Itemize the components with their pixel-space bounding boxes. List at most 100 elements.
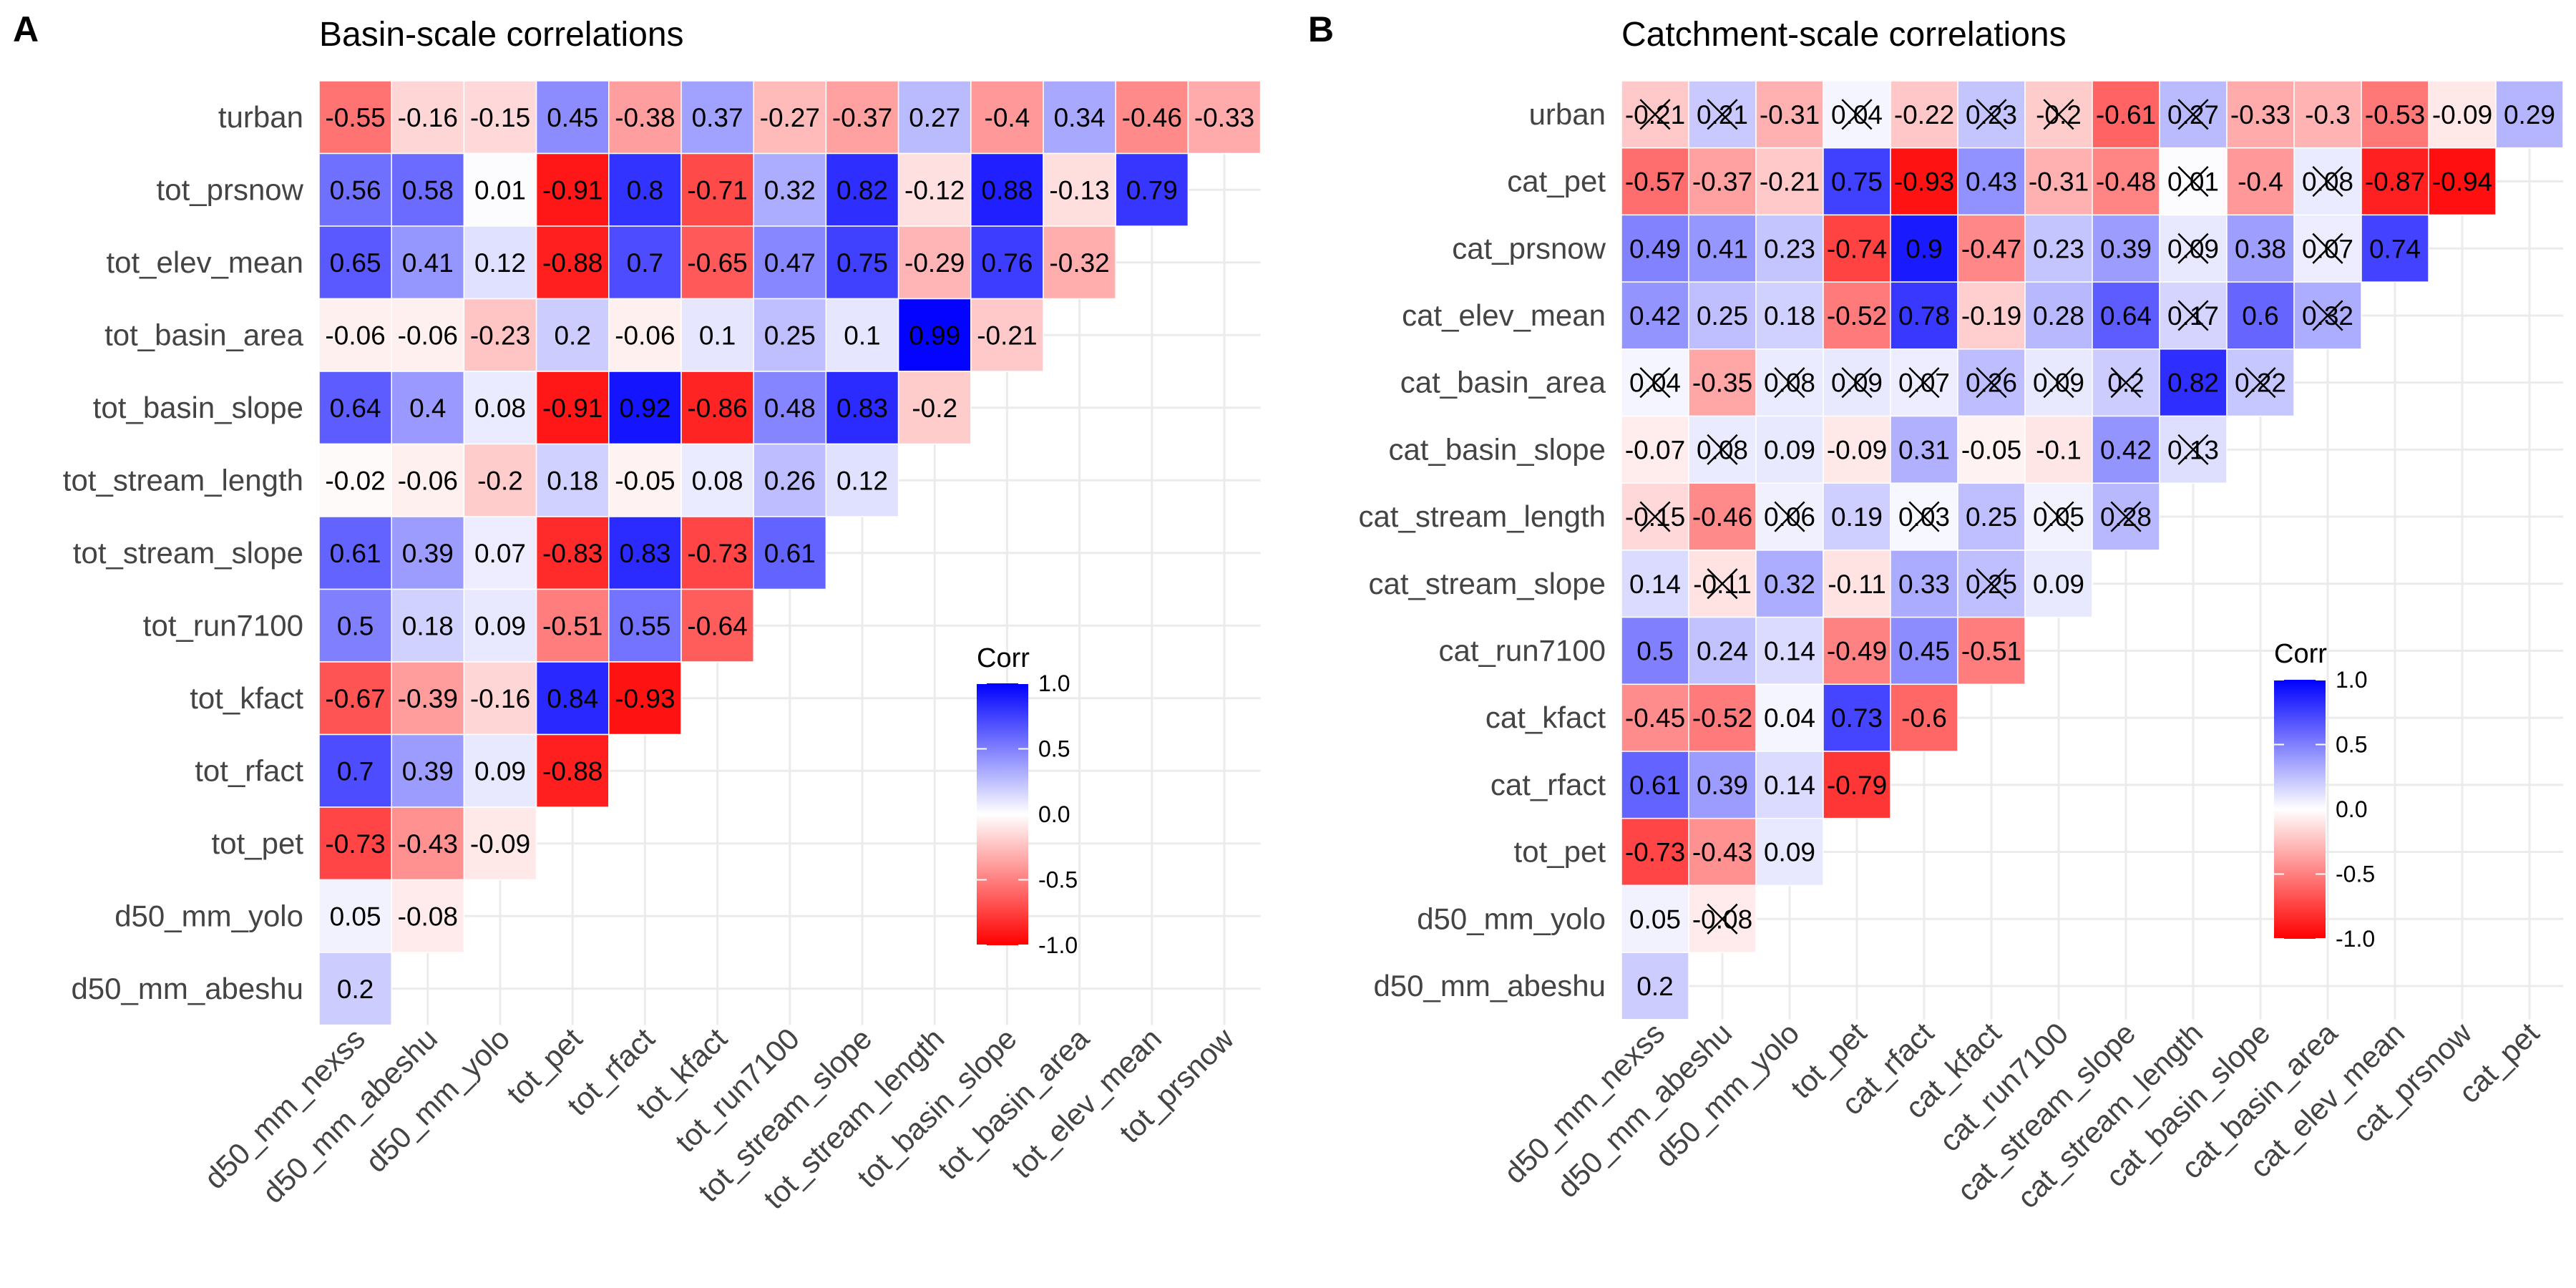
panel-b-cell-label: 0.41 bbox=[1697, 234, 1748, 263]
panel-b-cell bbox=[2361, 147, 2429, 216]
panel-a-y-tick-label: tot_pet bbox=[212, 826, 304, 860]
panel-a-cell bbox=[463, 298, 537, 372]
panel-letter-a: A bbox=[13, 9, 39, 49]
panel-b-cell-label: 0.42 bbox=[1629, 301, 1681, 331]
panel-a-cell bbox=[825, 298, 899, 372]
panel-a-legend-title: Corr bbox=[977, 643, 1030, 673]
panel-a-cell-label: -0.88 bbox=[542, 248, 602, 278]
panel-a-legend-tick-label: 0.5 bbox=[1038, 736, 1070, 762]
panel-a-cell-label: 0.39 bbox=[402, 539, 454, 568]
panel-b-cell bbox=[1890, 550, 1958, 618]
panel-a-cell bbox=[391, 588, 465, 663]
panel-a-cell-label: -0.2 bbox=[912, 394, 957, 423]
panel-b-cell bbox=[1688, 482, 1757, 551]
panel-b-cell-label: 0.45 bbox=[1898, 636, 1950, 665]
panel-a-heatmap: -0.55 -0.16 -0.15 0.45 -0.38 0.37 -0.27 -0.37 0.… bbox=[63, 80, 1262, 1216]
panel-a-cell-label: 0.7 bbox=[337, 756, 374, 786]
panel-b-insignificant-cross bbox=[2245, 367, 2276, 399]
panel-a-cell-label: 0.07 bbox=[474, 539, 526, 568]
panel-b-insignificant-cross bbox=[2043, 367, 2074, 399]
panel-a-cell-label: 0.18 bbox=[547, 466, 598, 495]
panel-b-insignificant-cross bbox=[2110, 367, 2142, 399]
panel-a-cell-label: 0.09 bbox=[474, 756, 526, 786]
panel-a-y-tick-label: tot_kfact bbox=[190, 681, 303, 715]
panel-a-cell-label: -0.93 bbox=[615, 684, 675, 713]
panel-b-cell-label: -0.3 bbox=[2305, 100, 2351, 130]
panel-b-cell-label: 0.24 bbox=[1697, 636, 1748, 665]
panel-b-cell-label: -0.11 bbox=[1828, 570, 1886, 599]
panel-b-insignificant-cross bbox=[1639, 99, 1671, 130]
panel-b-cell bbox=[1890, 683, 1958, 752]
panel-a-cell-label: 0.7 bbox=[627, 248, 663, 278]
panel-b-cell-label: 0.64 bbox=[2100, 301, 2152, 331]
panel-a-cell-label: -0.09 bbox=[470, 829, 530, 859]
panel-b-cell-label: 0.25 bbox=[1966, 502, 2017, 532]
panel-a-cell-label: 0.2 bbox=[337, 975, 374, 1004]
panel-b-cell bbox=[1957, 482, 2026, 551]
panel-a-cell-label: 0.64 bbox=[330, 394, 381, 423]
panel-b-cell-label: -0.31 bbox=[2029, 167, 2089, 197]
panel-a-y-tick-label: tot_elev_mean bbox=[106, 245, 303, 279]
panel-a-y-tick-label: d50_mm_yolo bbox=[114, 899, 303, 932]
panel-a-cell-label: -0.06 bbox=[615, 321, 675, 350]
panel-a-cell bbox=[318, 806, 392, 881]
panel-b-cell-label: 0.09 bbox=[1764, 435, 1815, 464]
panel-a-cell-label: 0.01 bbox=[474, 175, 526, 205]
panel-a-cell-label: -0.21 bbox=[977, 321, 1037, 350]
panel-a-cell bbox=[463, 371, 537, 445]
panel-a-cell bbox=[970, 298, 1044, 372]
panel-a-y-tick-label: turban bbox=[218, 100, 303, 134]
panel-a-cell bbox=[535, 516, 610, 590]
panel-b-cell-label: 0.73 bbox=[1831, 703, 1883, 733]
panel-b-cell-label: -0.52 bbox=[1692, 703, 1752, 733]
panel-a-cell bbox=[680, 298, 754, 372]
panel-a-y-tick-label: tot_stream_length bbox=[63, 463, 303, 497]
panel-b-cell-label: 0.14 bbox=[1764, 771, 1815, 800]
panel-b-insignificant-cross bbox=[1841, 99, 1873, 130]
panel-b-insignificant-cross bbox=[1841, 367, 1873, 399]
panel-b-y-tick-label: cat_basin_slope bbox=[1388, 432, 1606, 466]
panel-b-insignificant-cross bbox=[1639, 501, 1671, 532]
panel-b-cell bbox=[2293, 80, 2362, 149]
panel-a-cell bbox=[391, 733, 465, 808]
panel-b-y-tick-label: cat_prsnow bbox=[1452, 231, 1606, 265]
panel-b-insignificant-cross bbox=[2312, 233, 2343, 264]
panel-a-cell-label: 0.2 bbox=[554, 321, 590, 350]
panel-b-cell bbox=[2092, 147, 2160, 216]
panel-b-cell bbox=[1890, 80, 1958, 149]
panel-a-cell-label: 0.84 bbox=[547, 684, 598, 713]
panel-b-cell bbox=[1621, 550, 1689, 618]
panel-a-cell-label: -0.73 bbox=[325, 829, 385, 859]
panel-b-insignificant-cross bbox=[2312, 165, 2343, 197]
panel-a-cell-label: -0.71 bbox=[687, 175, 747, 205]
panel-a-cell-label: -0.16 bbox=[470, 684, 530, 713]
panel-b-cell bbox=[2226, 80, 2295, 149]
panel-b-insignificant-cross bbox=[1908, 501, 1940, 532]
panel-a-cell bbox=[608, 588, 682, 663]
panel-b-cell bbox=[1755, 550, 1824, 618]
panel-b-y-tick-label: cat_stream_slope bbox=[1368, 567, 1606, 600]
panel-a-cell-label: 0.1 bbox=[699, 321, 736, 350]
panel-a-cell-label: -0.46 bbox=[1122, 103, 1182, 132]
panel-b-cell-label: 0.23 bbox=[1764, 234, 1815, 263]
panel-a-y-tick-label: tot_basin_area bbox=[104, 318, 304, 351]
panel-a-cell-label: -0.65 bbox=[687, 248, 747, 278]
panel-b-cell bbox=[1688, 616, 1757, 686]
panel-a-cell-label: 0.37 bbox=[692, 103, 743, 132]
panel-a-cell-label: -0.64 bbox=[687, 611, 747, 640]
panel-b-cell-label: 0.31 bbox=[1898, 435, 1950, 464]
panel-b-cell-label: -0.73 bbox=[1625, 838, 1685, 867]
panel-b-heatmap: -0.210.21-0.310.04-0.220.23-0.2-0.610.27… bbox=[1358, 80, 2564, 1215]
panel-b-cell-label: 0.04 bbox=[1764, 703, 1815, 733]
panel-b-cell-label: -0.1 bbox=[2036, 435, 2082, 464]
panel-a-cell-label: 0.47 bbox=[764, 248, 816, 278]
panel-b-cell-label: 0.32 bbox=[1764, 570, 1815, 599]
panel-b-cell-label: 0.38 bbox=[2235, 234, 2286, 263]
panel-a-cell bbox=[318, 879, 392, 953]
panel-a-cell-label: -0.39 bbox=[398, 684, 458, 713]
panel-b-y-tick-label: cat_rfact bbox=[1491, 768, 1606, 801]
panel-b-y-tick-label: cat_pet bbox=[1507, 165, 1606, 198]
panel-a-cell bbox=[680, 516, 754, 590]
panel-b-y-tick-label: cat_stream_length bbox=[1358, 499, 1606, 533]
panel-a-cell-label: -0.67 bbox=[325, 684, 385, 713]
